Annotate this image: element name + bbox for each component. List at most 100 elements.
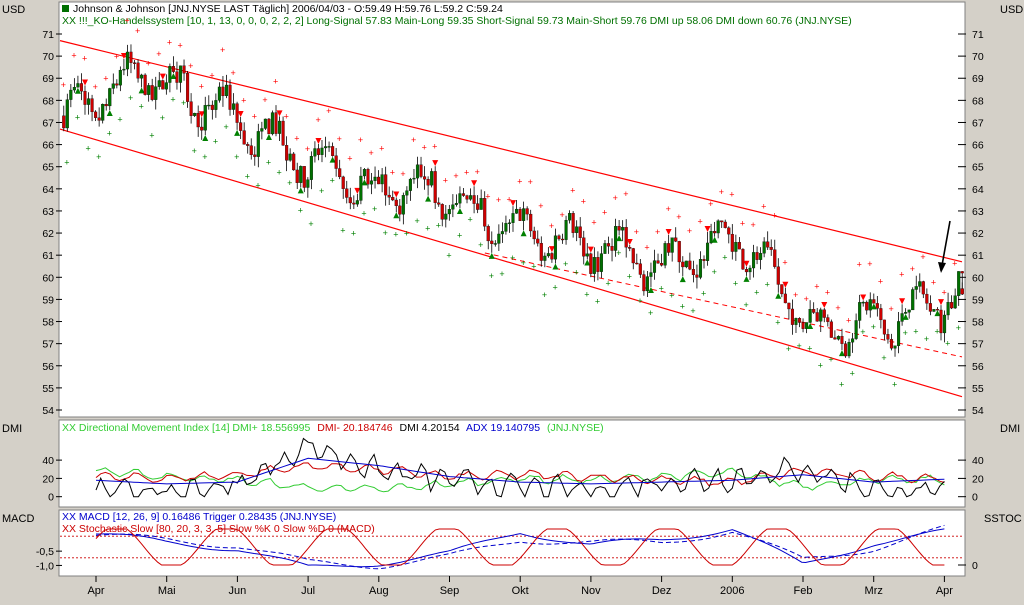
candle-body [359,175,363,201]
short-signal-plus: + [814,282,819,292]
candle-body [851,338,855,343]
candle-body [826,317,830,322]
candle-body [401,195,405,215]
candle-body [907,309,911,313]
candle-body [260,128,264,132]
candle-body [698,259,703,278]
long-signal-plus: + [892,379,897,389]
x-axis: Apr Mai Jun Jul Aug Sep Okt Nov Dez 2006 Feb Mrz Apr [87,576,953,597]
price-tick-label-left: 63 [42,206,54,218]
candle-body [355,200,359,205]
candle-body [748,267,752,273]
candle-body [203,105,207,131]
x-tick-label: Jul [301,585,315,597]
candle-body [242,130,246,145]
long-signal-plus: + [298,206,303,216]
ko-system-legend: XX !!!_KO-Handelssystem [10, 1, 13, 0, 0… [62,15,852,27]
candle-body [132,62,137,64]
candle-body [79,83,84,92]
candle-body [426,179,430,186]
long-signal-plus: + [839,379,844,389]
candle-body [430,171,434,186]
candle-body [437,202,441,205]
long-signal-plus: + [637,296,642,306]
candle-body [214,100,218,110]
candle-body [794,318,798,325]
sell-triangle [587,246,594,253]
short-signal-plus: + [740,219,745,229]
candle-body [681,261,685,268]
candle-body [97,117,101,121]
short-signal-plus: + [708,199,713,209]
candle-body [412,177,416,180]
sell-triangle [315,138,322,145]
long-signal-plus: + [521,258,526,268]
candle-body [737,242,741,250]
buy-triangle [838,350,845,357]
sell-triangle [821,301,828,308]
short-signal-plus: + [581,196,586,206]
candle-body [812,309,816,313]
price-tick-label-left: 65 [42,162,54,174]
long-signal-plus: + [75,113,80,123]
candle-body [232,103,236,110]
candle-body [553,235,557,260]
candle-body [879,308,883,321]
candle-body [69,89,73,100]
candle-body [550,253,554,260]
dmi-legend-minus: DMI- 20.184746 [317,422,392,434]
candle-body [373,176,377,181]
long-signal-plus: + [765,280,770,290]
candle-body [518,208,522,221]
macd-label-left: MACD [2,513,34,525]
candle-body [461,193,466,196]
long-signal-plus: + [786,344,791,354]
short-signal-plus: + [634,227,639,237]
macd-series-stoch [95,528,945,566]
price-title: Johnson & Johnson [JNJ.NYSE LAST Täglich… [73,3,503,15]
candle-body [458,193,462,204]
price-tick-label-left: 70 [42,51,54,63]
price-tick-label-left: 66 [42,140,54,152]
candle-body [334,155,338,169]
short-signal-plus: + [379,144,384,154]
candle-body [560,238,565,241]
sell-triangle [198,111,205,118]
buy-triangle [297,187,304,194]
buy-triangle [711,236,718,243]
candle-body [207,104,211,107]
short-signal-plus: + [326,106,331,116]
candle-body [200,126,204,131]
candle-body [660,263,664,266]
sell-triangle [432,160,439,167]
candle-body [709,231,713,244]
long-signal-plus: + [425,224,430,234]
price-tick-label-right: 60 [972,272,984,284]
buy-triangle [361,179,368,186]
candle-body [228,84,232,110]
candle-body [507,222,512,224]
long-signal-plus: + [669,290,674,300]
candle-body [189,101,193,116]
long-signal-plus: + [64,158,69,168]
candle-body [384,174,388,196]
short-signal-plus: + [942,287,947,297]
dmi-tick-label-right: 20 [972,473,984,485]
long-signal-plus: + [574,268,579,278]
dmi-legend-plus: XX Directional Movement Index [14] DMI+ … [62,422,311,434]
candle-body [928,303,932,312]
candle-body [348,197,352,204]
candle-body [603,243,607,254]
candle-body [143,74,147,95]
long-signal-plus: + [701,289,706,299]
short-signal-plus: + [867,259,872,269]
long-signal-plus: + [361,208,366,218]
candle-body [723,221,727,228]
sell-triangle [782,281,789,288]
candle-body [454,203,458,205]
long-signal-plus: + [584,290,589,300]
long-signal-plus: + [383,228,388,238]
long-signal-plus: + [287,178,292,188]
price-tick-label-left: 58 [42,317,54,329]
